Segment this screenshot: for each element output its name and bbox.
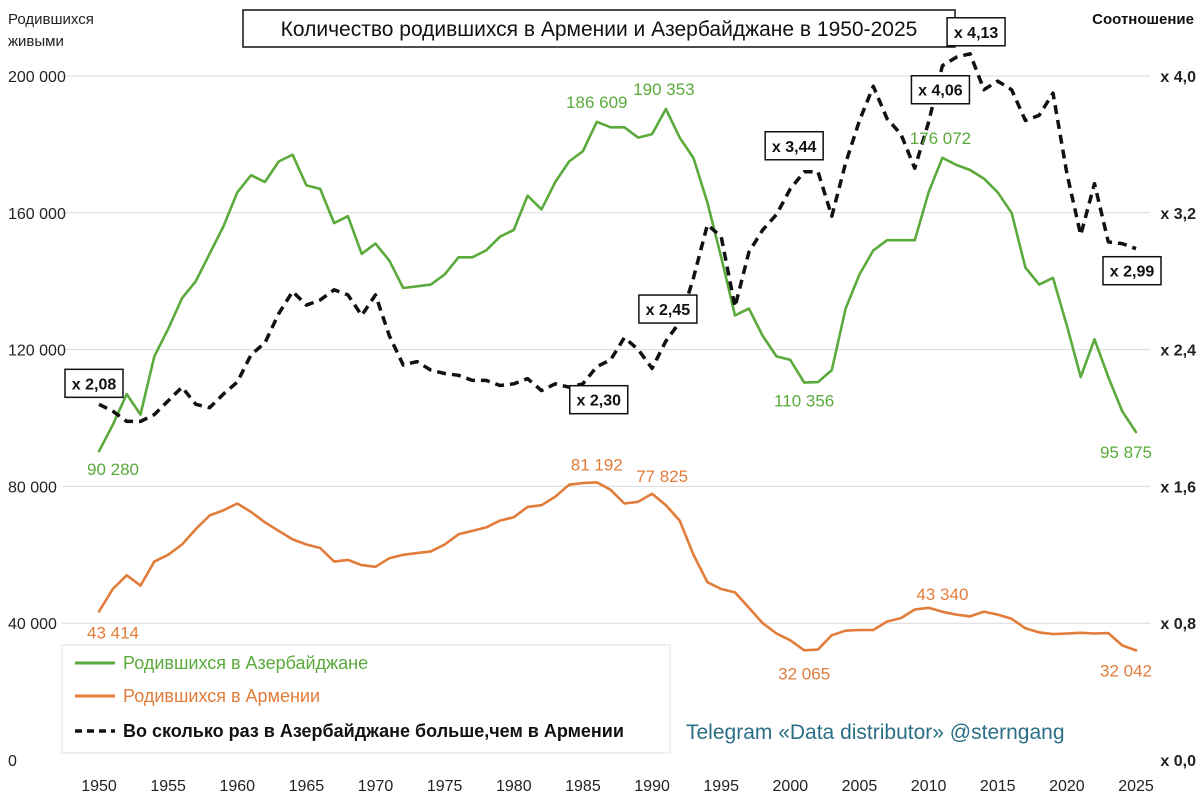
credit-text: Telegram «Data distributor» @sterngang bbox=[686, 721, 1065, 744]
right-axis-ticks: x 0,0 x 0,8 x 1,6 x 2,4 x 3,2 x 4,0 bbox=[1160, 69, 1196, 770]
y-tick-label: 80 000 bbox=[8, 479, 57, 496]
y2-tick-label: x 2,4 bbox=[1160, 343, 1196, 360]
x-tick-label: 1960 bbox=[219, 778, 255, 795]
azerbaijan-data-label: 190 353 bbox=[633, 80, 694, 99]
series-lines bbox=[97, 52, 1138, 652]
y-tick-label: 200 000 bbox=[8, 69, 66, 86]
ratio-callout-box bbox=[569, 384, 629, 415]
azerbaijan-data-label: 90 280 bbox=[87, 460, 139, 479]
armenia-data-label: 81 192 bbox=[571, 455, 623, 474]
x-tick-label: 2020 bbox=[1049, 778, 1085, 795]
x-tick-label: 1970 bbox=[358, 778, 394, 795]
x-tick-label: 1985 bbox=[565, 778, 601, 795]
legend-label-armenia: Родившихся в Армении bbox=[123, 686, 320, 706]
ratio-data-label: x 2,99 bbox=[1110, 264, 1155, 281]
ratio-data-label: x 3,44 bbox=[772, 139, 817, 156]
ratio-data-label: x 4,06 bbox=[918, 83, 963, 100]
ratio-callout-box bbox=[910, 74, 971, 105]
x-axis-ticks: 1950 1955 1960 1965 1970 1975 1980 1985 1990 1995… bbox=[81, 778, 1154, 795]
ratio-callout-box bbox=[764, 131, 824, 161]
x-tick-label: 2005 bbox=[842, 778, 878, 795]
legend-box bbox=[61, 644, 671, 754]
left-axis-title-line2: живыми bbox=[8, 33, 64, 50]
y-tick-label: 0 bbox=[8, 753, 17, 770]
x-tick-label: 2015 bbox=[980, 778, 1016, 795]
legend: Родившихся в Азербайджане Родившихся в А… bbox=[61, 644, 671, 754]
x-tick-label: 2000 bbox=[773, 778, 809, 795]
y2-tick-label: x 4,0 bbox=[1160, 69, 1196, 86]
y2-tick-label: x 3,2 bbox=[1160, 206, 1196, 223]
ratio-data-label: x 2,45 bbox=[646, 302, 691, 319]
ratio-data-label: x 4,13 bbox=[954, 25, 999, 42]
x-tick-label: 1990 bbox=[634, 778, 670, 795]
armenia-series-line bbox=[97, 480, 1138, 652]
azerbaijan-series-line bbox=[97, 107, 1138, 453]
y-tick-label: 160 000 bbox=[8, 206, 66, 223]
legend-label-azerbaijan: Родившихся в Азербайджане bbox=[123, 653, 368, 673]
y2-tick-label: x 0,8 bbox=[1160, 616, 1196, 633]
y2-tick-label: x 1,6 bbox=[1160, 479, 1196, 496]
ratio-callout-box bbox=[638, 294, 698, 324]
y-tick-label: 120 000 bbox=[8, 343, 66, 360]
azerbaijan-data-label: 176 072 bbox=[910, 129, 971, 148]
armenia-data-label: 43 340 bbox=[916, 585, 968, 604]
ratio-callout-box bbox=[946, 17, 1006, 47]
ratio-data-label: x 2,30 bbox=[577, 393, 622, 410]
y-tick-label: 40 000 bbox=[8, 616, 57, 633]
x-tick-label: 2025 bbox=[1118, 778, 1154, 795]
chart-title: Количество родившихся в Армении и Азерба… bbox=[242, 9, 956, 48]
armenia-data-label: 77 825 bbox=[636, 467, 688, 486]
x-tick-label: 2010 bbox=[911, 778, 947, 795]
data-labels: 90 280 186 609 190 353 110 356 176 072 95 875… bbox=[64, 17, 1162, 683]
x-tick-label: 1995 bbox=[703, 778, 739, 795]
chart-title-text: Количество родившихся в Армении и Азерба… bbox=[281, 18, 918, 41]
ratio-callout-box bbox=[64, 368, 124, 399]
azerbaijan-data-label: 186 609 bbox=[566, 93, 627, 112]
x-tick-label: 1975 bbox=[427, 778, 463, 795]
azerbaijan-data-label: 95 875 bbox=[1100, 443, 1152, 462]
armenia-data-label: 32 042 bbox=[1100, 661, 1152, 680]
x-tick-label: 1950 bbox=[81, 778, 117, 795]
armenia-data-label: 32 065 bbox=[778, 664, 830, 683]
armenia-data-label: 43 414 bbox=[87, 624, 139, 643]
y2-tick-label: x 0,0 bbox=[1160, 753, 1196, 770]
x-tick-label: 1980 bbox=[496, 778, 532, 795]
chart-title-box bbox=[242, 9, 956, 48]
azerbaijan-data-label: 110 356 bbox=[774, 392, 834, 411]
x-tick-label: 1965 bbox=[289, 778, 325, 795]
legend-label-ratio: Во сколько раз в Азербайджане больше,чем… bbox=[123, 721, 624, 741]
left-axis-title-line1: Родившихся bbox=[8, 11, 94, 28]
ratio-callout-box bbox=[1102, 255, 1162, 286]
ratio-data-label: x 2,08 bbox=[72, 376, 117, 393]
left-axis-ticks: 0 40 000 80 000 120 000 160 000 200 000 bbox=[8, 69, 66, 770]
right-axis-title: Соотношение bbox=[1092, 11, 1194, 28]
x-tick-label: 1955 bbox=[150, 778, 186, 795]
